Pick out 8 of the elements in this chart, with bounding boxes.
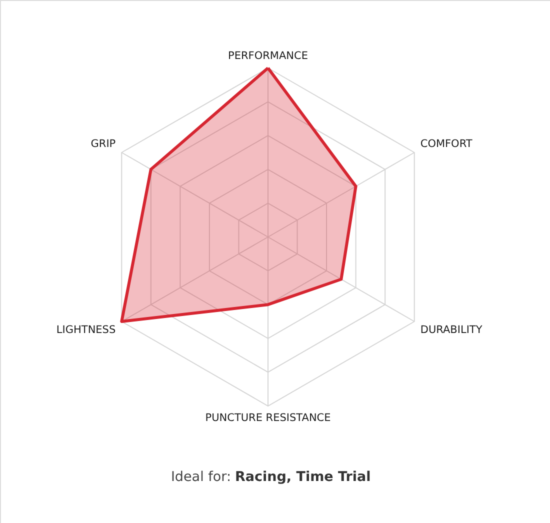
spoke-label: PUNCTURE RESISTANCE xyxy=(205,412,331,424)
spoke-label: LIGHTNESS xyxy=(56,324,116,336)
text: Ideal for: xyxy=(170,469,231,485)
spoke-label: PERFORMANCE xyxy=(228,50,308,62)
spoke-label: GRIP xyxy=(90,138,116,150)
text: Racing, Time Trial xyxy=(235,469,371,485)
spoke-label: DURABILITY xyxy=(420,324,483,336)
spoke-label: COMFORT xyxy=(420,138,473,150)
